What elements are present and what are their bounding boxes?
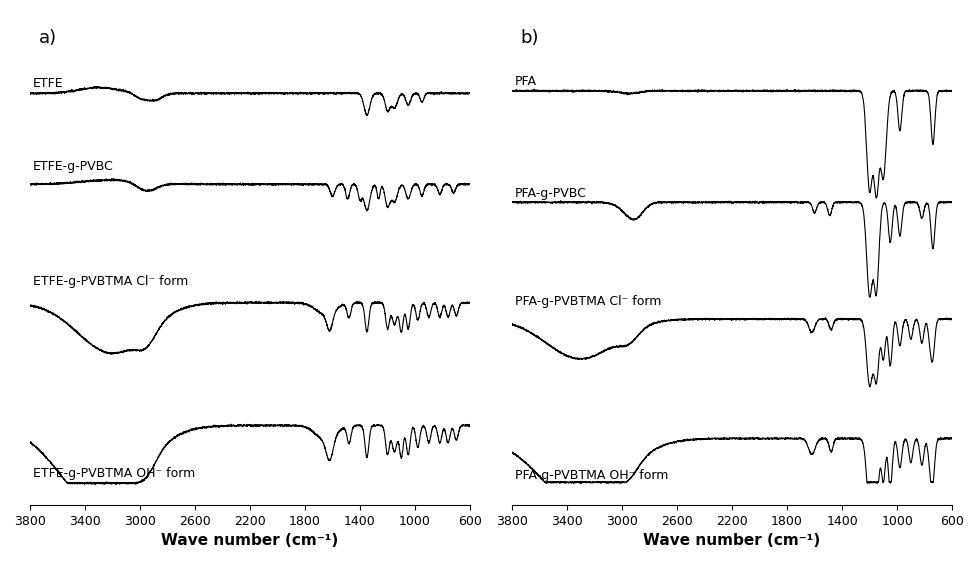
X-axis label: Wave number (cm⁻¹): Wave number (cm⁻¹) bbox=[643, 533, 820, 548]
Text: b): b) bbox=[520, 29, 538, 47]
Text: PFA-g-PVBTMA Cl⁻ form: PFA-g-PVBTMA Cl⁻ form bbox=[514, 296, 660, 309]
Text: ETFE: ETFE bbox=[32, 77, 64, 90]
X-axis label: Wave number (cm⁻¹): Wave number (cm⁻¹) bbox=[161, 533, 338, 548]
Text: ETFE-g-PVBTMA Cl⁻ form: ETFE-g-PVBTMA Cl⁻ form bbox=[32, 275, 188, 288]
Text: a): a) bbox=[39, 29, 57, 47]
Text: PFA-g-PVBTMA OH⁻ form: PFA-g-PVBTMA OH⁻ form bbox=[514, 469, 667, 482]
Text: PFA-g-PVBC: PFA-g-PVBC bbox=[514, 187, 586, 200]
Text: ETFE-g-PVBTMA OH⁻ form: ETFE-g-PVBTMA OH⁻ form bbox=[32, 467, 194, 481]
Text: ETFE-g-PVBC: ETFE-g-PVBC bbox=[32, 160, 113, 173]
Text: PFA: PFA bbox=[514, 75, 536, 88]
